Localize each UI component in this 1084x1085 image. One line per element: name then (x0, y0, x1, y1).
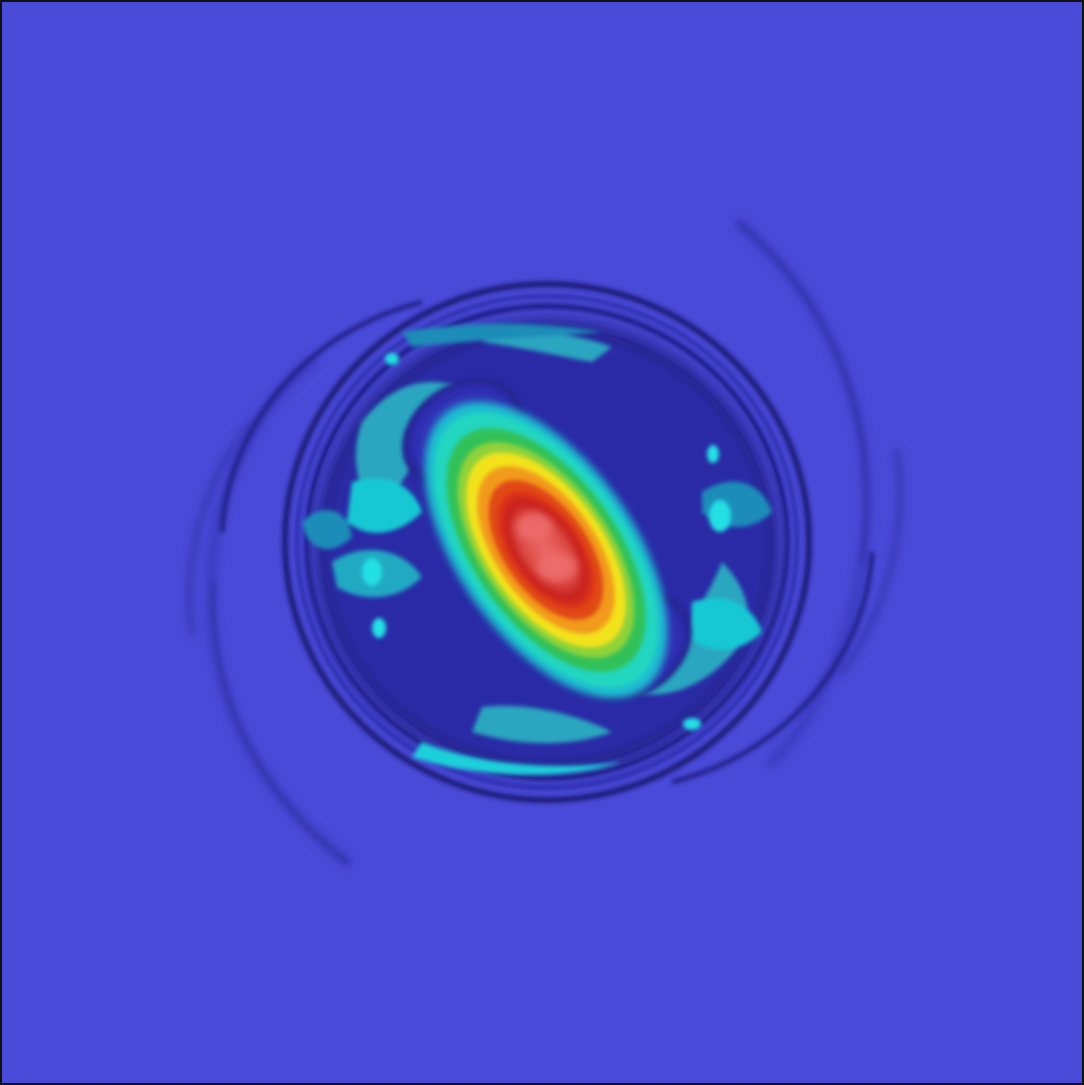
shock-rings (219, 281, 875, 803)
cyan-blobs (362, 353, 731, 730)
central-core (424, 401, 668, 699)
core-highlights (516, 513, 577, 581)
